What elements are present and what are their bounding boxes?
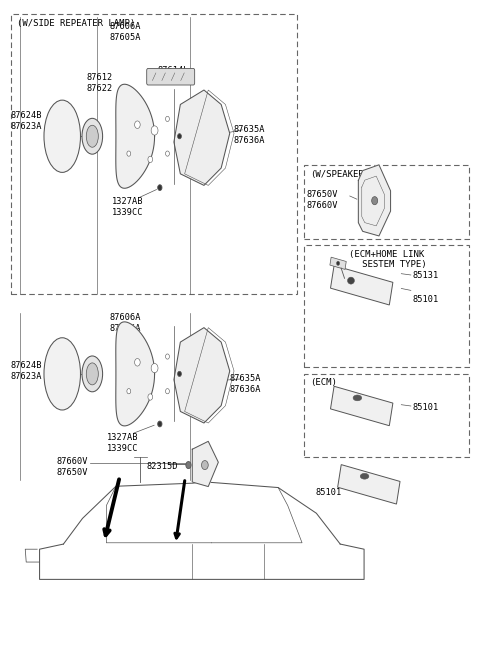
Ellipse shape xyxy=(336,261,339,265)
Ellipse shape xyxy=(166,354,169,359)
Ellipse shape xyxy=(148,156,153,163)
Polygon shape xyxy=(331,266,393,305)
Text: 82315D: 82315D xyxy=(147,462,179,471)
Ellipse shape xyxy=(134,121,140,128)
Bar xyxy=(304,165,469,239)
Text: (W/SIDE REPEATER LAMP): (W/SIDE REPEATER LAMP) xyxy=(17,19,135,28)
Polygon shape xyxy=(331,386,393,426)
Text: 87635A
87636A: 87635A 87636A xyxy=(234,124,265,144)
Ellipse shape xyxy=(134,359,140,366)
Ellipse shape xyxy=(44,100,81,172)
Text: 85101: 85101 xyxy=(413,402,439,412)
Ellipse shape xyxy=(127,389,131,394)
Polygon shape xyxy=(174,90,230,185)
Text: 1327AB
1339CC: 1327AB 1339CC xyxy=(112,197,144,217)
Bar xyxy=(304,374,469,457)
Ellipse shape xyxy=(178,134,181,139)
Polygon shape xyxy=(116,322,155,426)
Ellipse shape xyxy=(202,461,208,470)
Text: 85101: 85101 xyxy=(413,295,439,304)
Ellipse shape xyxy=(44,338,81,410)
Polygon shape xyxy=(174,328,230,423)
Polygon shape xyxy=(192,441,218,486)
Ellipse shape xyxy=(166,116,169,121)
Polygon shape xyxy=(337,464,400,504)
Ellipse shape xyxy=(148,394,153,400)
Bar xyxy=(304,246,469,368)
Text: 85101: 85101 xyxy=(315,488,341,497)
Ellipse shape xyxy=(166,151,169,156)
Text: 87624B
87623A: 87624B 87623A xyxy=(11,110,42,131)
Text: 87650V
87660V: 87650V 87660V xyxy=(307,190,338,210)
Ellipse shape xyxy=(82,118,103,154)
Text: (ECM): (ECM) xyxy=(310,379,337,388)
Ellipse shape xyxy=(82,356,103,392)
Bar xyxy=(11,14,297,293)
Ellipse shape xyxy=(348,277,354,284)
Ellipse shape xyxy=(372,197,378,204)
Ellipse shape xyxy=(157,421,162,427)
Text: 87606A
87605A: 87606A 87605A xyxy=(110,313,141,333)
Text: 85131: 85131 xyxy=(413,271,439,280)
Ellipse shape xyxy=(86,125,98,147)
Text: 87606A
87605A: 87606A 87605A xyxy=(110,22,141,42)
Ellipse shape xyxy=(353,395,362,401)
Text: 87624B
87623A: 87624B 87623A xyxy=(11,361,42,381)
Ellipse shape xyxy=(86,363,98,385)
Text: 87612
87622: 87612 87622 xyxy=(86,74,112,94)
FancyBboxPatch shape xyxy=(147,68,195,85)
Ellipse shape xyxy=(360,473,369,479)
Ellipse shape xyxy=(178,372,181,377)
Text: (ECM+HOME LINK
   SESTEM TYPE): (ECM+HOME LINK SESTEM TYPE) xyxy=(347,250,427,270)
Text: 1327AB
1339CC: 1327AB 1339CC xyxy=(108,433,139,453)
Ellipse shape xyxy=(151,364,158,373)
Polygon shape xyxy=(359,165,391,236)
Ellipse shape xyxy=(157,184,162,190)
Polygon shape xyxy=(330,257,346,270)
Text: 87660V
87650V: 87660V 87650V xyxy=(56,457,88,477)
Text: 87614L
87613L: 87614L 87613L xyxy=(157,66,189,86)
Text: (W/SPEAKER): (W/SPEAKER) xyxy=(310,170,369,179)
Text: 87635A
87636A: 87635A 87636A xyxy=(229,374,261,394)
Ellipse shape xyxy=(127,151,131,156)
Polygon shape xyxy=(116,84,155,188)
Ellipse shape xyxy=(186,462,191,469)
Ellipse shape xyxy=(166,389,169,394)
Ellipse shape xyxy=(151,126,158,135)
